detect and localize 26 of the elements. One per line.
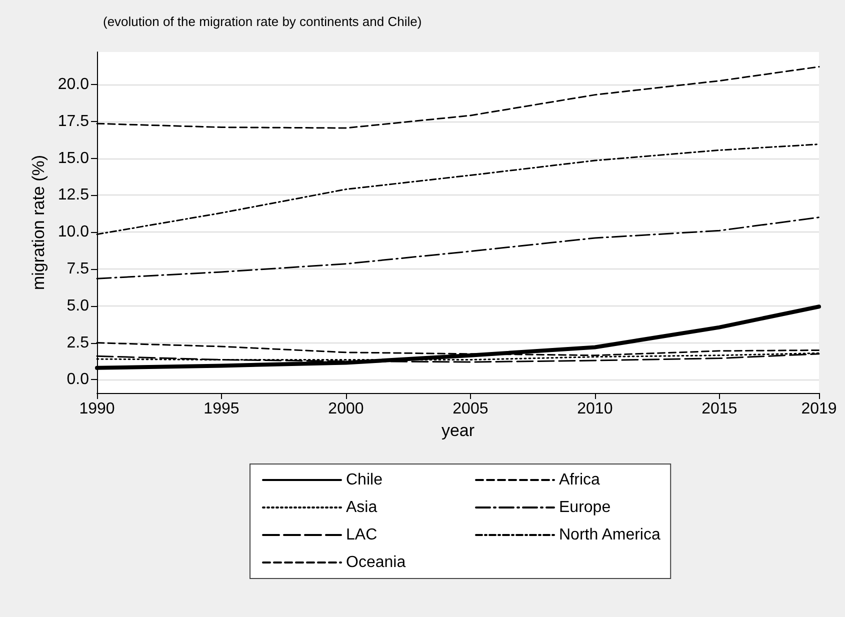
x-tick-label: 2010 <box>577 400 613 418</box>
legend-label: LAC <box>346 526 378 544</box>
x-tick-label: 2000 <box>328 400 364 418</box>
legend-label: Africa <box>559 472 600 488</box>
x-tick-label: 2005 <box>452 400 488 418</box>
y-tick-label: 12.5 <box>58 186 90 204</box>
y-axis-title: migration rate (%) <box>28 154 48 290</box>
y-tick-label: 20.0 <box>58 76 90 93</box>
x-tick-label: 2015 <box>702 400 738 418</box>
x-tick-label: 1990 <box>79 400 115 418</box>
y-tick-label: 7.5 <box>66 260 90 278</box>
y-tick-label: 2.5 <box>66 334 90 352</box>
legend-label: North America <box>559 526 660 544</box>
legend-label: Europe <box>559 499 611 516</box>
legend-label: Chile <box>346 472 383 488</box>
x-tick-label: 1995 <box>204 400 240 418</box>
y-tick-label: 10.0 <box>58 224 90 241</box>
x-tick-label: 2019 <box>801 400 837 418</box>
legend-label: Asia <box>346 499 378 516</box>
y-tick-label: 17.5 <box>58 112 90 130</box>
x-axis-title: year <box>441 420 475 440</box>
legend-label: Oceania <box>346 554 406 571</box>
y-tick-label: 0.0 <box>66 371 90 388</box>
chart-title: (evolution of the migration rate by continents and Chile) <box>103 14 422 29</box>
y-tick-label: 5.0 <box>66 297 90 314</box>
y-tick-label: 15.0 <box>58 150 90 167</box>
